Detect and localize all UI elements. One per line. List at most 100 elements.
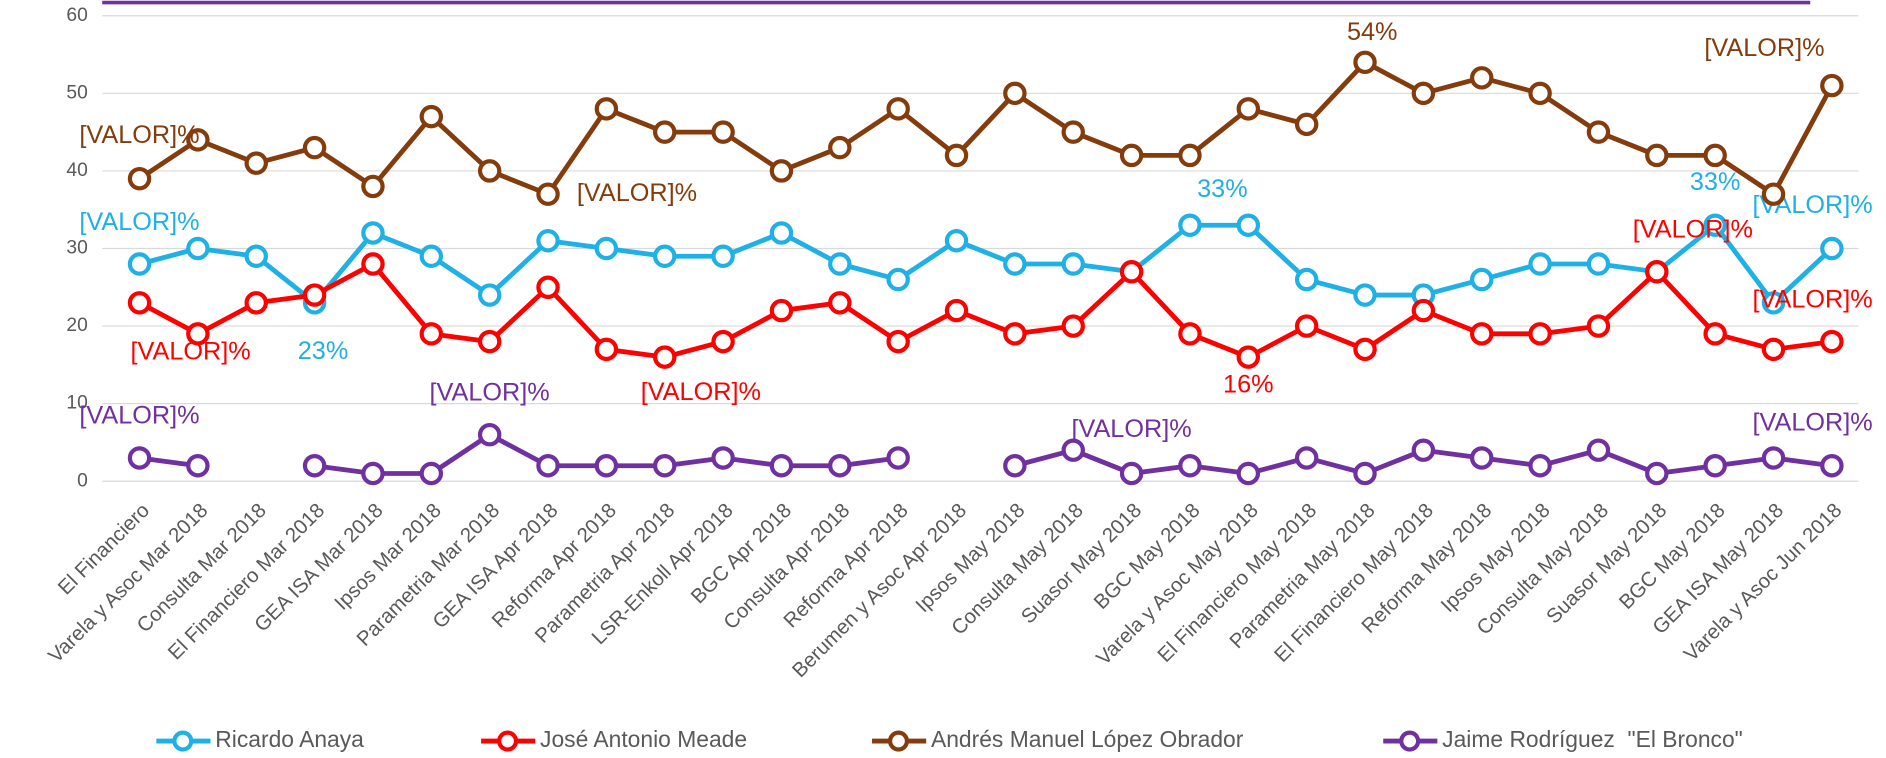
y-tick-label: 40 xyxy=(66,160,87,181)
point xyxy=(711,329,735,354)
point xyxy=(944,229,969,253)
point xyxy=(1470,66,1494,90)
data-label: [VALOR]% xyxy=(1753,408,1873,436)
point xyxy=(1178,213,1202,237)
point xyxy=(1294,267,1319,292)
point xyxy=(1586,120,1611,144)
data-label: [VALOR]% xyxy=(641,378,761,406)
legend-label: Jaime Rodríguez "El Bronco" xyxy=(1442,726,1743,752)
point xyxy=(1703,213,1727,237)
point xyxy=(886,329,910,354)
point xyxy=(477,329,502,354)
point xyxy=(653,345,677,369)
point xyxy=(594,236,619,261)
point xyxy=(419,322,444,346)
point xyxy=(653,453,677,478)
point xyxy=(127,166,152,191)
data-label: [VALOR]% xyxy=(1633,216,1753,244)
legend-label: Ricardo Anaya xyxy=(215,726,364,752)
y-tick-label: 30 xyxy=(66,238,87,259)
point xyxy=(186,322,210,346)
point xyxy=(828,453,852,478)
point xyxy=(594,337,619,362)
point xyxy=(1061,252,1085,276)
point xyxy=(1003,252,1027,276)
point xyxy=(1820,236,1844,261)
x-tick-label: BGC May 2018 xyxy=(1615,499,1730,614)
point xyxy=(1353,461,1377,486)
point xyxy=(419,244,444,268)
data-label: [VALOR]% xyxy=(1071,415,1191,443)
point xyxy=(1353,50,1377,75)
data-label: 23% xyxy=(298,337,349,365)
point xyxy=(1703,143,1727,168)
data-label: 33% xyxy=(1690,168,1741,196)
y-tick-label: 50 xyxy=(66,82,87,103)
point xyxy=(1411,438,1436,462)
point xyxy=(477,159,502,183)
legend-marker xyxy=(172,730,194,752)
point xyxy=(536,229,560,253)
data-label: [VALOR]% xyxy=(1704,34,1824,62)
point xyxy=(1703,322,1727,346)
point xyxy=(1528,453,1552,478)
point xyxy=(1528,252,1552,276)
point xyxy=(828,291,852,315)
point xyxy=(1061,120,1085,144)
point xyxy=(536,182,560,206)
data-label: [VALOR]% xyxy=(131,338,251,366)
point xyxy=(419,461,444,486)
point xyxy=(1411,81,1436,106)
point xyxy=(1528,322,1552,346)
point xyxy=(1586,314,1611,338)
point xyxy=(244,244,268,268)
point xyxy=(1003,453,1027,478)
point xyxy=(1761,337,1786,362)
point xyxy=(1645,260,1669,284)
point xyxy=(1119,260,1144,284)
point xyxy=(1178,453,1202,478)
point xyxy=(536,453,560,478)
series-line xyxy=(139,432,1833,476)
point xyxy=(1119,143,1144,168)
point xyxy=(1470,446,1494,470)
point xyxy=(1294,446,1319,470)
point xyxy=(1761,291,1786,315)
point xyxy=(1411,298,1436,323)
point xyxy=(828,252,852,276)
y-tick-label: 60 xyxy=(66,5,87,26)
point xyxy=(361,252,385,276)
point xyxy=(944,143,969,168)
point xyxy=(653,244,677,268)
point xyxy=(711,244,735,268)
point xyxy=(1586,438,1611,462)
point xyxy=(1586,252,1611,276)
point xyxy=(536,275,560,300)
point xyxy=(1761,446,1786,470)
point xyxy=(1294,112,1319,137)
point xyxy=(361,461,385,486)
data-label: 33% xyxy=(1197,175,1248,203)
point xyxy=(1236,213,1261,237)
point xyxy=(1003,322,1027,346)
data-label: [VALOR]% xyxy=(79,208,199,236)
y-tick-label: 0 xyxy=(77,470,88,491)
point xyxy=(828,135,852,160)
point xyxy=(1178,322,1202,346)
point xyxy=(594,453,619,478)
point xyxy=(769,221,794,245)
y-tick-label: 10 xyxy=(66,393,87,414)
point xyxy=(1820,73,1844,98)
point xyxy=(477,283,502,307)
data-label: [VALOR]% xyxy=(1753,285,1873,313)
point xyxy=(886,446,910,470)
point xyxy=(769,453,794,478)
point xyxy=(1353,283,1377,307)
point xyxy=(302,453,327,478)
point xyxy=(244,291,268,315)
x-tick-label: BGC Apr 2018 xyxy=(687,499,796,608)
point xyxy=(1761,182,1786,206)
point xyxy=(1236,461,1261,486)
legend-marker xyxy=(887,730,910,752)
point xyxy=(1470,322,1494,346)
